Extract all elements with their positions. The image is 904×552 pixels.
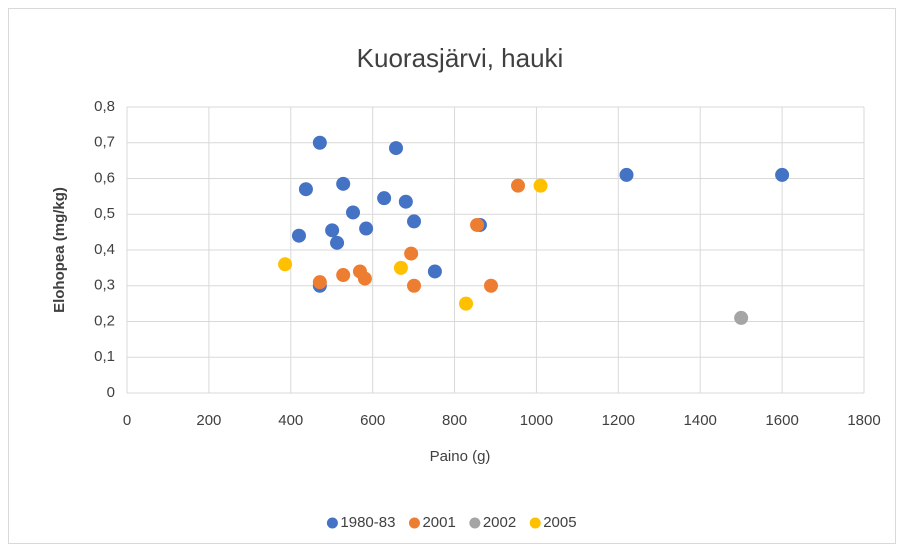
legend-label: 2002 (483, 514, 516, 531)
legend-marker (469, 517, 481, 529)
legend-label: 2001 (422, 514, 455, 531)
y-tick-label: 0,8 (94, 98, 115, 115)
legend: 1980-83 2001 2002 2005 (326, 514, 577, 531)
x-tick-label: 1200 (602, 412, 635, 429)
y-tick-label: 0,1 (94, 348, 115, 365)
data-point (357, 271, 372, 286)
y-tick-label: 0 (107, 384, 115, 401)
data-point (407, 278, 422, 293)
y-tick-label: 0,4 (94, 241, 115, 258)
x-tick-label: 400 (278, 412, 303, 429)
data-point (389, 141, 404, 156)
data-point (427, 264, 442, 279)
y-axis-label: Elohopea (mg/kg) (51, 187, 68, 313)
x-tick-label: 1000 (520, 412, 553, 429)
data-point (533, 178, 548, 193)
x-tick-label: 600 (360, 412, 385, 429)
data-point (312, 275, 327, 290)
legend-label: 1980-83 (340, 514, 395, 531)
data-point (377, 191, 392, 206)
data-point (330, 235, 345, 250)
data-point (459, 296, 474, 311)
x-tick-label: 1400 (684, 412, 717, 429)
data-point (619, 167, 634, 182)
x-tick-label: 1800 (847, 412, 880, 429)
data-point (346, 205, 361, 220)
x-tick-label: 1600 (765, 412, 798, 429)
data-point (336, 268, 351, 283)
x-axis-label: Paino (g) (430, 448, 491, 465)
data-point (325, 223, 340, 238)
x-tick-label: 0 (123, 412, 131, 429)
chart-title: Kuorasjärvi, hauki (357, 43, 564, 73)
data-point (278, 257, 293, 272)
legend-marker (326, 517, 338, 529)
legend-marker (529, 517, 541, 529)
y-tick-label: 0,3 (94, 277, 115, 294)
x-tick-label: 200 (196, 412, 221, 429)
data-point (298, 182, 313, 197)
chart-border (8, 8, 896, 544)
y-tick-label: 0,7 (94, 134, 115, 151)
y-tick-label: 0,2 (94, 312, 115, 329)
data-point (404, 246, 419, 261)
legend-label: 2005 (543, 514, 576, 531)
y-tick-label: 0,6 (94, 169, 115, 186)
data-point (775, 167, 790, 182)
data-point (291, 228, 306, 243)
data-point (734, 310, 749, 325)
legend-marker (408, 517, 420, 529)
data-point (398, 194, 413, 209)
data-point (511, 178, 526, 193)
y-tick-label: 0,5 (94, 205, 115, 222)
x-tick-label: 800 (442, 412, 467, 429)
data-point (359, 221, 374, 236)
data-point (470, 217, 485, 232)
data-point (407, 214, 422, 229)
data-point (336, 176, 351, 191)
data-point (393, 260, 408, 275)
data-point (312, 135, 327, 150)
data-point (483, 278, 498, 293)
